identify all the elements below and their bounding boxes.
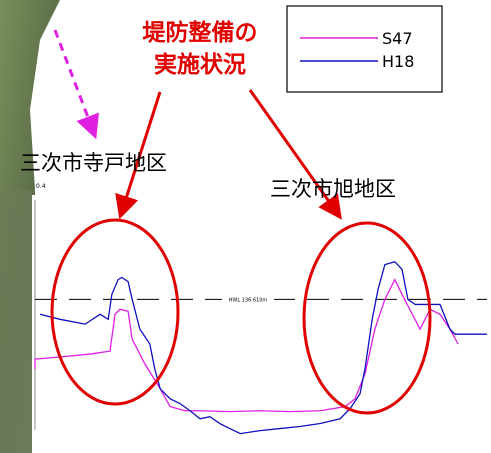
legend-box <box>287 6 442 92</box>
hwl-label: HWL 136.610m <box>229 297 268 303</box>
y-axis-label: 0.4 <box>36 183 46 190</box>
title: 堤防整備の <box>143 19 258 46</box>
region-label: 三次市寺戸地区 <box>20 151 167 175</box>
legend-label: H18 <box>382 52 414 71</box>
region-label: 三次市旭地区 <box>270 177 396 201</box>
legend-label: S47 <box>382 29 413 48</box>
chart: HWL 136.610m 0.4 堤防整備の 実施状況 三次市寺戸地区 三次市旭… <box>0 0 491 453</box>
arrow <box>123 92 160 208</box>
arrow <box>55 30 92 128</box>
title: 実施状況 <box>154 51 246 78</box>
